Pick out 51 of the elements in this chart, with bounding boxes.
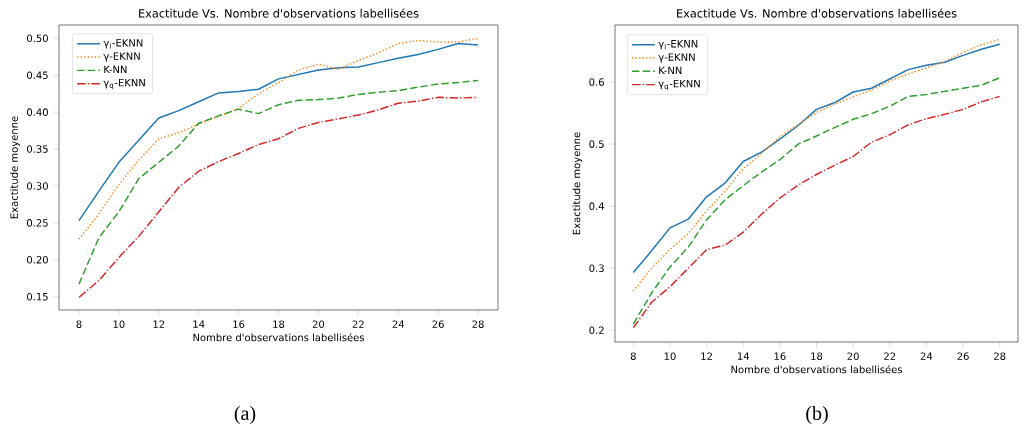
x-tick-label: 24 [920,352,933,360]
y-axis-title: Exactitude moyenne [10,116,20,219]
legend-label: γ-EKNN [103,52,140,62]
x-tick-label: 26 [957,352,969,360]
x-tick-label: 22 [352,320,364,328]
x-tick-label: 10 [113,320,125,328]
x-axis-title: Nombre d'observations labellisées [731,365,903,374]
y-tick-label: 0.20 [27,256,48,264]
x-tick-label: 16 [774,352,786,360]
x-tick-label: 8 [630,352,636,360]
x-tick-label: 18 [273,320,285,328]
y-tick-label: 0.40 [27,108,48,116]
y-tick-label: 0.15 [27,292,48,301]
x-tick-label: 20 [312,320,325,328]
x-tick-label: 8 [76,320,82,328]
y-tick-label: 0.25 [27,219,48,227]
x-tick-label: 20 [847,352,859,360]
x-tick-label: 24 [392,320,405,328]
y-tick-label: 0.45 [27,71,48,79]
chart-title: Exactitude Vs. Nombre d'observations labellisées [139,8,419,18]
y-axis-title: Exactitude moyenne [572,132,583,235]
y-tick-label: 0.30 [27,182,48,190]
y-tick-label: 0.6 [589,78,604,86]
y-tick-label: 0.50 [27,34,48,43]
y-tick-label: 0.3 [589,264,604,272]
x-tick-label: 22 [884,352,896,360]
legend-label: K-NN [104,65,127,74]
legend-label: γ$_{l}$-EKNN [103,39,143,49]
x-tick-label: 14 [193,320,205,328]
x-tick-label: 28 [472,320,484,328]
x-tick-label: 28 [994,352,1006,360]
x-tick-label: 16 [233,320,245,328]
text: (a) [234,405,256,425]
y-tick-label: 0.5 [589,140,604,148]
y-tick-label: 0.2 [589,326,604,334]
y-tick-label: 0.35 [27,145,48,153]
y-tick-label: 0.4 [589,202,605,210]
legend-label: γ$_{q}$-EKNN [658,79,700,91]
legend-label: γ-EKNN [658,53,695,63]
text: (b) [806,405,828,425]
x-tick-label: 26 [432,320,444,328]
legend-label: γ$_{q}$-EKNN [103,79,145,90]
x-axis-title: Nombre d'observations labellisées [193,333,365,342]
legend-label: K-NN [659,66,682,74]
x-tick-label: 14 [737,352,750,360]
x-tick-label: 10 [664,352,676,360]
legend-label: γ$_{l}$-EKNN [658,40,698,50]
x-tick-label: 18 [811,352,823,360]
x-tick-label: 12 [701,352,712,360]
chart-title: Exactitude Vs. Nombre d'observations labellisées [677,8,957,18]
x-tick-label: 12 [153,320,165,328]
